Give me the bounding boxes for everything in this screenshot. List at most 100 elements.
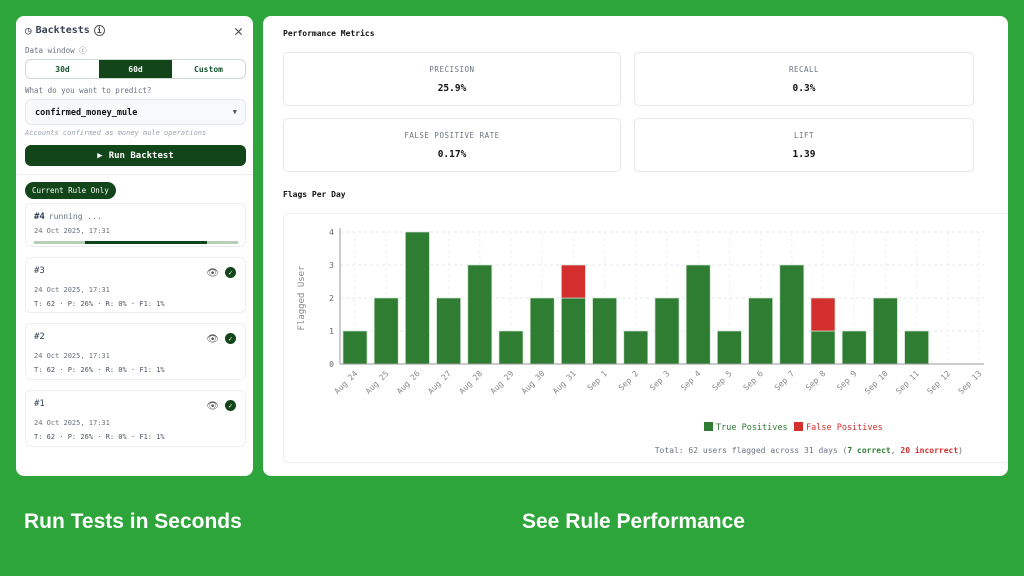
close-icon[interactable]: ✕ [233,22,243,40]
bar-true-positives [654,297,680,365]
metric-value: 0.17% [437,149,467,160]
bar-true-positives [841,330,867,365]
clock-icon: ◷ [25,24,32,37]
x-tick-label: Sep 6 [742,369,766,393]
current-rule-filter[interactable]: Current Rule Only [25,182,116,199]
x-tick-label: Sep 13 [957,369,984,396]
caption-right: See Rule Performance [522,510,745,533]
y-tick-label: 1 [329,327,334,336]
metric-lift: LIFT 1.39 [634,118,974,172]
y-axis-label: Flagged User [297,265,307,331]
metric-value: 0.3% [792,83,816,94]
x-tick-label: Aug 24 [333,369,360,396]
metric-value: 25.9% [437,83,467,94]
legend-label: True Positives [716,423,788,433]
caption-left: Run Tests in Seconds [24,510,242,533]
x-tick-label: Aug 29 [489,369,516,396]
flags-chart: 0 1 2 3 4 Aug 24 Aug 25 Aug 26 Aug 27 Aug 28 Aug 2… [283,213,1008,463]
eye-icon[interactable]: 👁 [206,334,219,345]
bar-true-positives [436,297,461,365]
divider [16,174,253,175]
play-icon: ▶ [97,150,103,161]
x-tick-label: Sep 8 [804,369,828,393]
performance-panel: Performance Metrics PRECISION 25.9% RECAL… [263,16,1008,476]
bar-true-positives [623,330,649,365]
metric-precision: PRECISION 25.9% [283,52,621,106]
check-icon: ✓ [225,400,236,411]
bar-true-positives [873,297,898,365]
backtests-panel: ◷ Backtests i ✕ Data window ⓘ 30d 60d Cu… [16,16,253,476]
x-tick-label: Sep 12 [925,369,952,396]
y-tick-label: 0 [329,360,334,369]
eye-icon[interactable]: 👁 [206,401,219,412]
x-tick-label: Sep 7 [773,369,797,393]
run-status: running ... [48,212,102,221]
bar-true-positives [904,330,929,365]
legend-swatch [704,422,713,431]
metric-name: RECALL [788,65,820,74]
window-30d[interactable]: 30d [55,64,70,74]
bar-true-positives [561,297,586,365]
bar-true-positives [810,330,836,365]
check-icon: ✓ [225,267,236,278]
x-tick-label: Aug 27 [426,369,453,396]
bar-true-positives [342,330,368,365]
run-date: 24 Oct 2025, 17:31 [34,419,110,427]
run-item-4[interactable]: #4 running ... 24 Oct 2025, 17:31 [25,203,246,247]
eye-icon[interactable]: 👁 [206,268,219,279]
chart-summary: Total: 62 users flagged across 31 days (… [654,446,963,455]
predict-hint: Accounts confirmed as money mule operati… [25,129,207,137]
run-stats: T: 62 · P: 26% · R: 0% · F1: 1% [34,366,165,374]
run-item-1[interactable]: #1 👁 ✓ 24 Oct 2025, 17:31 T: 62 · P: 26% … [25,390,246,447]
x-tick-label: Sep 5 [710,369,734,393]
window-60d[interactable]: 60d [99,60,172,78]
bar-true-positives [529,297,555,365]
run-stats: T: 62 · P: 26% · R: 0% · F1: 1% [34,433,165,441]
x-tick-label: Sep 10 [863,369,890,396]
bar-true-positives [467,264,493,365]
bar-true-positives [779,264,805,365]
bar-false-positives [810,297,836,332]
run-id: #4 running ... [34,212,102,222]
x-tick-label: Sep 9 [835,369,859,393]
window-custom[interactable]: Custom [194,64,223,74]
flags-chart-svg: 0 1 2 3 4 Aug 24 Aug 25 Aug 26 Aug 27 Aug 28 Aug 2… [297,228,984,433]
x-tick-label: Sep 1 [586,369,610,393]
bar-true-positives [685,264,711,365]
bar-true-positives [748,297,773,365]
metric-name: LIFT [793,131,815,140]
predict-value: confirmed_money_mule [35,108,138,118]
metrics-title: Performance Metrics [283,29,375,38]
chart-title: Flags Per Day [283,190,346,199]
legend-swatch [794,422,803,431]
info-icon[interactable]: i [93,25,105,36]
chevron-down-icon: ▼ [232,108,237,116]
run-stats: T: 62 · P: 26% · R: 0% · F1: 1% [34,300,165,308]
y-tick-label: 4 [329,228,334,237]
run-backtest-button[interactable]: ▶ Run Backtest [25,145,246,166]
run-date: 24 Oct 2025, 17:31 [34,352,110,360]
run-progress [34,241,238,244]
x-tick-label: Aug 25 [364,369,391,396]
run-date: 24 Oct 2025, 17:31 [34,286,110,294]
x-tick-label: Sep 2 [617,369,641,393]
panel-header: ◷ Backtests i [25,24,105,37]
run-id: #3 [34,266,45,276]
legend-label: False Positives [806,423,883,433]
predict-select[interactable]: confirmed_money_mule ▼ [25,99,246,125]
x-tick-label: Aug 28 [457,369,484,396]
x-tick-label: Sep 11 [894,369,921,396]
data-window-label: Data window ⓘ [25,46,87,55]
y-tick-label: 3 [329,261,334,270]
run-date: 24 Oct 2025, 17:31 [34,227,110,235]
x-tick-label: Sep 3 [648,369,672,393]
bar-true-positives [592,297,617,365]
bar-true-positives [717,330,742,365]
bar-true-positives [373,297,399,365]
run-item-3[interactable]: #3 👁 ✓ 24 Oct 2025, 17:31 T: 62 · P: 26% … [25,257,246,313]
panel-title: Backtests [35,25,90,36]
run-item-2[interactable]: #2 👁 ✓ 24 Oct 2025, 17:31 T: 62 · P: 26% … [25,323,246,380]
metric-recall: RECALL 0.3% [634,52,974,106]
data-window-selector: 30d 60d Custom [25,59,246,79]
x-tick-label: Aug 31 [551,369,578,396]
